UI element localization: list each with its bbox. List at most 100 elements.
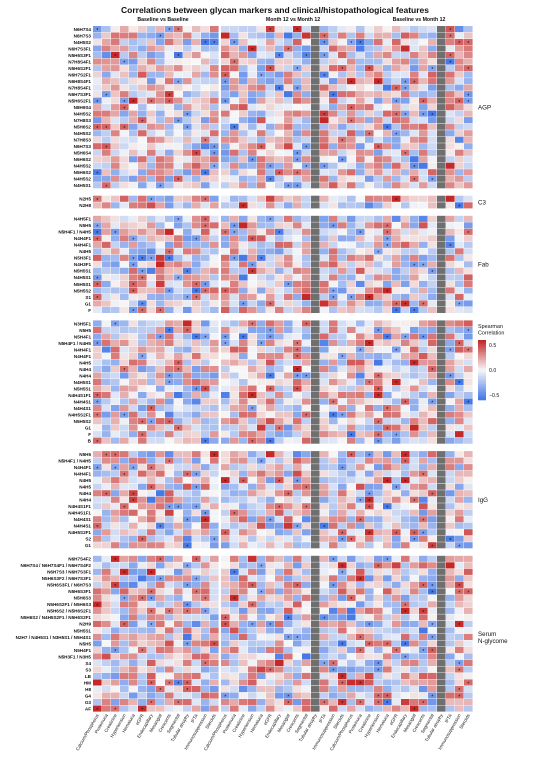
heatmap-cell [275, 535, 284, 542]
significance-mark: * [177, 277, 180, 283]
significance-mark: * [413, 264, 416, 270]
heatmap-cell [111, 516, 120, 523]
heatmap-cell [183, 169, 192, 176]
heatmap-cell [446, 522, 455, 529]
heatmap-cell [320, 162, 329, 169]
heatmap-cell [201, 666, 210, 673]
heatmap-cell [392, 333, 401, 340]
heatmap-cell [230, 405, 239, 412]
heatmap-cell [455, 424, 464, 431]
heatmap-cell [392, 175, 401, 182]
heatmap-cell [230, 195, 239, 202]
heatmap-cell [111, 522, 120, 529]
heatmap-cell [401, 679, 410, 686]
heatmap-cell [293, 496, 302, 503]
heatmap-cell [266, 379, 275, 386]
heatmap-cell [257, 686, 266, 693]
significance-mark: * [177, 505, 180, 511]
heatmap-cell [156, 633, 165, 641]
heatmap-cell [129, 123, 138, 130]
heatmap-cell [201, 424, 210, 431]
significance-mark: * [368, 505, 371, 511]
heatmap-cell [338, 110, 347, 117]
significance-mark: * [186, 643, 189, 649]
significance-mark: * [251, 323, 254, 329]
heatmap-cell [210, 254, 219, 261]
heatmap-cell [329, 542, 338, 549]
row-label: N4H4 [79, 367, 91, 372]
heatmap-cell [392, 300, 401, 307]
heatmap-cell [156, 104, 165, 111]
heatmap-cell [410, 261, 419, 268]
heatmap-cell [248, 431, 257, 438]
heatmap-cell [192, 52, 201, 59]
heatmap-cell [111, 130, 120, 137]
heatmap-cell [239, 405, 248, 412]
heatmap-cell [446, 405, 455, 412]
heatmap-cell [93, 136, 102, 143]
significance-mark: * [305, 165, 308, 171]
heatmap-cell [311, 496, 320, 503]
legend-gradient-step [478, 352, 486, 355]
heatmap-cell [147, 182, 156, 189]
heatmap-cell [201, 418, 210, 425]
heatmap-cell [183, 149, 192, 156]
heatmap-cell [201, 614, 210, 621]
heatmap-cell [311, 346, 320, 353]
heatmap-cell [293, 477, 302, 484]
heatmap-cell [138, 516, 147, 523]
significance-mark: * [305, 375, 308, 381]
heatmap-cell [239, 32, 248, 39]
heatmap-cell [320, 411, 329, 418]
heatmap-cell [410, 424, 419, 431]
heatmap-cell [183, 496, 192, 503]
heatmap-cell [138, 26, 147, 33]
heatmap-cell [428, 52, 437, 59]
heatmap-cell [210, 333, 219, 340]
heatmap-cell [302, 202, 311, 209]
heatmap-cell [455, 522, 464, 529]
heatmap-cell [275, 451, 284, 458]
heatmap-cell [129, 110, 138, 117]
heatmap-cell [374, 235, 383, 242]
heatmap-cell [464, 320, 473, 327]
heatmap-cell [93, 110, 102, 117]
significance-mark: * [168, 257, 171, 263]
significance-mark: * [359, 649, 362, 655]
heatmap-cell [221, 182, 230, 189]
heatmap-cell [293, 293, 302, 301]
heatmap-cell [221, 405, 230, 412]
heatmap-cell [102, 418, 111, 425]
heatmap-cell [464, 359, 473, 366]
significance-mark: * [395, 381, 398, 387]
heatmap-cell [147, 280, 156, 288]
heatmap-cell [338, 607, 347, 614]
heatmap-cell [248, 496, 257, 503]
heatmap-cell [201, 287, 210, 294]
heatmap-cell [284, 195, 293, 202]
heatmap-cell [311, 130, 320, 137]
heatmap-cell [392, 385, 401, 392]
heatmap-cell [102, 392, 111, 399]
heatmap-cell [320, 84, 329, 91]
significance-mark: * [269, 329, 272, 335]
heatmap-cell [93, 555, 102, 562]
heatmap-cell [338, 392, 347, 399]
panel-title-month12: Month 12 vs Month 12 [265, 17, 321, 23]
heatmap-cell [102, 411, 111, 418]
heatmap-cell [138, 78, 147, 85]
significance-mark: * [386, 505, 389, 511]
heatmap-cell [192, 483, 201, 490]
heatmap-cell [401, 535, 410, 542]
heatmap-cell [201, 280, 210, 288]
heatmap-cell [239, 392, 248, 399]
heatmap-cell [239, 411, 248, 418]
heatmap-cell [401, 202, 410, 209]
heatmap-cell [401, 97, 410, 104]
heatmap-cell [428, 470, 437, 477]
heatmap-cell [266, 333, 275, 340]
heatmap-cell [129, 535, 138, 542]
significance-mark: * [422, 113, 425, 119]
heatmap-cell [437, 235, 446, 242]
heatmap-cell [174, 646, 183, 654]
